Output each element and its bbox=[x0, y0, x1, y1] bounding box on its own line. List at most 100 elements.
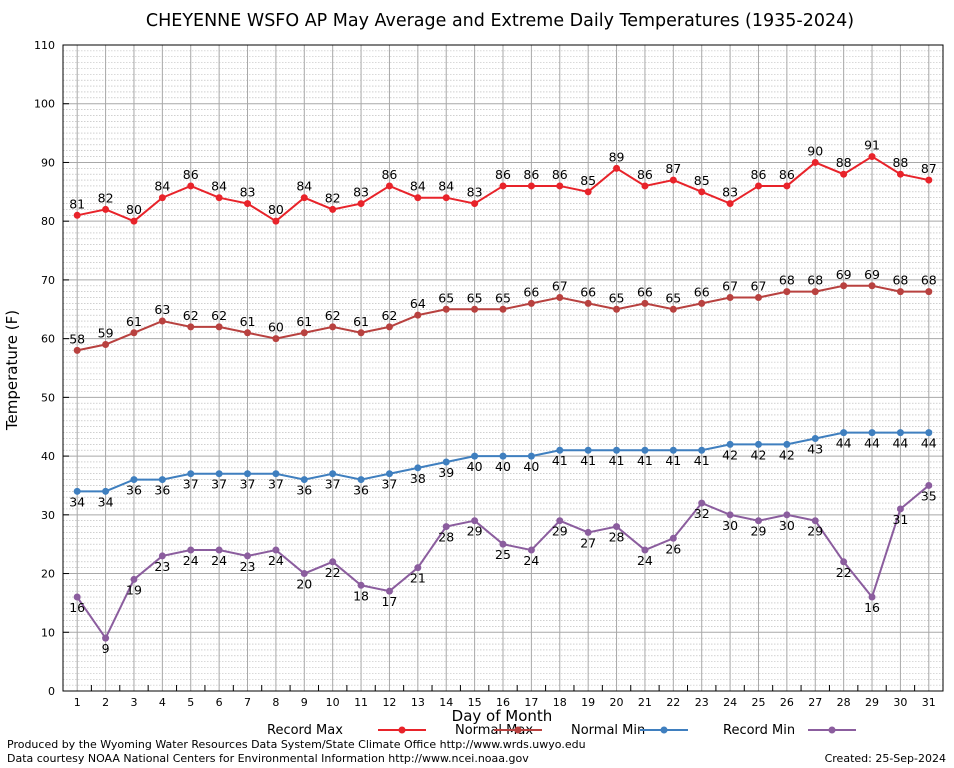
data-label: 37 bbox=[240, 477, 256, 492]
data-label: 43 bbox=[807, 441, 823, 456]
data-label: 68 bbox=[892, 273, 908, 288]
data-label: 40 bbox=[467, 459, 483, 474]
data-label: 42 bbox=[779, 447, 795, 462]
data-label: 89 bbox=[609, 149, 625, 164]
data-label: 65 bbox=[665, 290, 681, 305]
x-tick-label: 15 bbox=[468, 696, 482, 709]
data-point bbox=[158, 552, 166, 560]
data-point bbox=[130, 329, 138, 337]
data-label: 61 bbox=[296, 314, 312, 329]
x-tick-label: 20 bbox=[610, 696, 624, 709]
legend-swatch-marker bbox=[514, 726, 522, 734]
data-point bbox=[244, 329, 252, 337]
y-tick-label: 70 bbox=[41, 274, 55, 287]
data-label: 62 bbox=[211, 308, 227, 323]
x-tick-label: 9 bbox=[301, 696, 308, 709]
data-point bbox=[641, 299, 649, 307]
x-tick-label: 11 bbox=[354, 696, 368, 709]
data-label: 24 bbox=[523, 553, 539, 568]
data-label: 88 bbox=[836, 155, 852, 170]
data-point bbox=[868, 593, 876, 601]
data-point bbox=[414, 464, 422, 472]
data-label: 84 bbox=[211, 179, 227, 194]
data-label: 86 bbox=[779, 167, 795, 182]
data-point bbox=[385, 323, 393, 331]
data-point bbox=[187, 470, 195, 478]
data-point bbox=[925, 288, 933, 296]
y-tick-label: 20 bbox=[41, 568, 55, 581]
data-point bbox=[187, 182, 195, 190]
data-label: 37 bbox=[211, 477, 227, 492]
data-label: 64 bbox=[410, 296, 426, 311]
data-label: 86 bbox=[637, 167, 653, 182]
data-label: 20 bbox=[296, 577, 312, 592]
data-point bbox=[272, 546, 280, 554]
data-label: 36 bbox=[353, 483, 369, 498]
data-label: 37 bbox=[381, 477, 397, 492]
data-point bbox=[840, 429, 848, 437]
y-tick-label: 110 bbox=[34, 39, 55, 52]
data-label: 83 bbox=[240, 185, 256, 200]
data-label: 82 bbox=[98, 190, 114, 205]
data-point bbox=[527, 299, 535, 307]
x-tick-label: 14 bbox=[439, 696, 453, 709]
data-point bbox=[556, 517, 564, 525]
data-point bbox=[811, 434, 819, 442]
data-point bbox=[357, 200, 365, 208]
data-point bbox=[244, 470, 252, 478]
data-label: 61 bbox=[353, 314, 369, 329]
data-point bbox=[584, 446, 592, 454]
x-tick-label: 24 bbox=[723, 696, 737, 709]
x-tick-label: 7 bbox=[244, 696, 251, 709]
data-label: 67 bbox=[722, 279, 738, 294]
data-label: 44 bbox=[864, 436, 880, 451]
data-point bbox=[244, 552, 252, 560]
data-point bbox=[499, 540, 507, 548]
data-label: 60 bbox=[268, 320, 284, 335]
data-label: 91 bbox=[864, 138, 880, 153]
data-label: 65 bbox=[495, 290, 511, 305]
data-label: 59 bbox=[98, 326, 114, 341]
data-point bbox=[385, 182, 393, 190]
data-label: 31 bbox=[892, 512, 908, 527]
data-label: 28 bbox=[609, 530, 625, 545]
data-label: 35 bbox=[921, 488, 937, 503]
data-label: 86 bbox=[523, 167, 539, 182]
footer-created-date: Created: 25-Sep-2024 bbox=[824, 752, 946, 765]
data-label: 30 bbox=[722, 518, 738, 533]
data-label: 37 bbox=[268, 477, 284, 492]
data-label: 85 bbox=[580, 173, 596, 188]
data-label: 67 bbox=[751, 279, 767, 294]
data-point bbox=[158, 476, 166, 484]
x-tick-label: 25 bbox=[751, 696, 765, 709]
x-tick-label: 28 bbox=[837, 696, 851, 709]
data-point bbox=[471, 452, 479, 460]
data-point bbox=[896, 505, 904, 513]
data-point bbox=[300, 329, 308, 337]
data-label: 44 bbox=[892, 436, 908, 451]
data-point bbox=[215, 323, 223, 331]
data-point bbox=[73, 593, 81, 601]
legend-item-record-max: Record Max bbox=[267, 723, 426, 738]
data-point bbox=[896, 429, 904, 437]
data-label: 69 bbox=[864, 267, 880, 282]
data-point bbox=[840, 558, 848, 566]
data-point bbox=[329, 205, 337, 213]
data-point bbox=[329, 323, 337, 331]
data-point bbox=[556, 182, 564, 190]
data-point bbox=[244, 200, 252, 208]
data-label: 65 bbox=[609, 290, 625, 305]
data-point bbox=[584, 299, 592, 307]
y-tick-label: 80 bbox=[41, 215, 55, 228]
x-tick-label: 30 bbox=[893, 696, 907, 709]
series-normal-min: 34 34 36 36 37 37 37 37 36 37 36 37 38 39 40 40 40 41 41 41… bbox=[69, 429, 937, 509]
x-tick-label: 31 bbox=[922, 696, 936, 709]
data-label: 34 bbox=[98, 494, 114, 509]
data-point bbox=[641, 546, 649, 554]
x-tick-label: 19 bbox=[581, 696, 595, 709]
data-point bbox=[925, 429, 933, 437]
footer-credit-wrds: Produced by the Wyoming Water Resources … bbox=[7, 738, 586, 751]
y-tick-label: 10 bbox=[41, 626, 55, 639]
data-label: 37 bbox=[325, 477, 341, 492]
legend-item-record-min: Record Min bbox=[723, 723, 856, 738]
